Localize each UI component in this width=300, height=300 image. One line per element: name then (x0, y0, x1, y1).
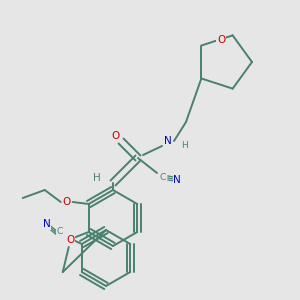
Text: N: N (43, 219, 51, 229)
Text: C: C (57, 226, 63, 236)
Text: H: H (181, 140, 188, 149)
Text: O: O (112, 131, 120, 141)
Text: O: O (217, 35, 225, 46)
Text: H: H (93, 173, 101, 183)
Text: O: O (63, 197, 71, 207)
Text: N: N (173, 175, 181, 185)
Text: C: C (160, 172, 166, 182)
Text: O: O (67, 235, 75, 245)
Text: N: N (164, 136, 172, 146)
